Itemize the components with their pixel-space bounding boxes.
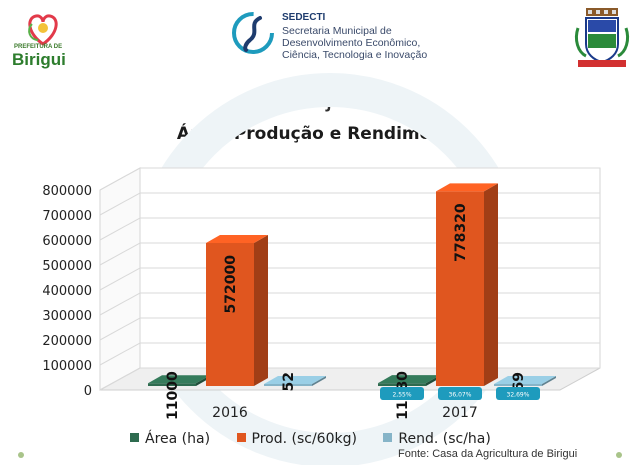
bar-1-2017 (436, 191, 484, 386)
sedecti-logo: SEDECTI Secretaria Municipal de Desenvol… (230, 10, 460, 61)
x-tick-label: 2016 (212, 405, 248, 421)
growth-badge-label: 36,07% (449, 392, 472, 399)
growth-badge (496, 387, 540, 400)
legend-item-area: Área (ha) (130, 431, 210, 447)
sedecti-line-1: Secretaria Municipal de (282, 25, 392, 37)
bar-top-2-2017 (494, 376, 556, 384)
sedecti-emblem-icon (232, 12, 274, 54)
bar-side-2-2017 (542, 376, 556, 386)
legend-label-prod: Prod. (sc/60kg) (251, 431, 357, 447)
bar-side-1-2017 (484, 183, 498, 386)
data-label: 69 (511, 372, 527, 391)
bar-0-2016 (148, 383, 196, 386)
nav-dot-left (18, 452, 24, 458)
data-label: 572000 (223, 255, 239, 314)
bar-top-1-2017 (436, 183, 498, 192)
data-label: 778320 (453, 203, 469, 262)
source-note: Fonte: Casa da Agricultura de Birigui (398, 448, 578, 460)
growth-badge (380, 387, 424, 400)
y-tick-label: 0 (84, 384, 92, 399)
bar-2-2016 (264, 384, 312, 386)
bar-2-2017 (494, 384, 542, 386)
coat-of-arms (572, 4, 632, 74)
sedecti-acronym: SEDECTI (282, 12, 326, 23)
x-tick-label: 2017 (442, 405, 478, 421)
bar-top-2-2016 (264, 376, 326, 384)
legend-swatch-rend (383, 433, 393, 442)
y-tick-label: 500000 (42, 259, 92, 274)
y-tick-label: 400000 (42, 284, 92, 299)
legend-swatch-area (130, 433, 139, 442)
growth-badge-label: 32,69% (507, 392, 530, 399)
bar-side-1-2016 (254, 235, 268, 386)
bar-0-2017 (378, 383, 426, 386)
logo-name: Birigui (12, 50, 66, 69)
y-tick-label: 100000 (42, 359, 92, 374)
growth-badge-label: 2,55% (392, 392, 411, 399)
data-label: 52 (281, 372, 297, 391)
bar-1-2016 (206, 243, 254, 386)
y-tick-label: 200000 (42, 334, 92, 349)
logo-caption: PREFEITURA DE (14, 44, 63, 50)
bar-top-1-2016 (206, 235, 268, 243)
sedecti-line-3: Ciência, Tecnologia e Inovação (282, 49, 428, 61)
heart-logo-icon (28, 14, 58, 46)
nav-dot-right (616, 452, 622, 458)
bar-side-2-2016 (312, 376, 326, 386)
legend-swatch-prod (236, 433, 246, 442)
coat-of-arms-icon (574, 8, 630, 67)
legend-label-area: Área (ha) (145, 431, 211, 447)
y-tick-label: 300000 (42, 309, 92, 324)
prefeitura-logo: PREFEITURA DE Birigui (8, 4, 78, 74)
legend: Área (ha) Prod. (sc/60kg) Rend. (sc/ha) (130, 431, 513, 447)
growth-badge (438, 387, 482, 400)
legend-item-rend: Rend. (sc/ha) (383, 431, 491, 447)
bar-top-0-2017 (378, 375, 440, 384)
sedecti-line-2: Desenvolvimento Econômico, (282, 37, 421, 49)
bar-top-0-2016 (148, 375, 210, 384)
y-tick-label: 700000 (42, 209, 92, 224)
legend-label-rend: Rend. (sc/ha) (398, 431, 491, 447)
y-tick-label: 800000 (42, 184, 92, 199)
data-label: 11000 (165, 371, 181, 420)
chart-title: Área, Produção e Rendimento (176, 124, 464, 144)
gridline (99, 167, 600, 191)
legend-item-prod: Prod. (sc/60kg) (236, 431, 357, 447)
y-tick-label: 600000 (42, 234, 92, 249)
